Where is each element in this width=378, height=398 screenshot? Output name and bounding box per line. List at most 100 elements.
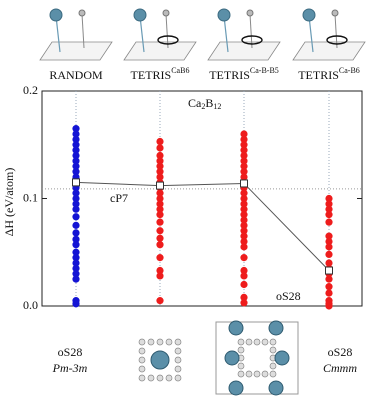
data-point	[156, 168, 164, 176]
annotation-text: B	[205, 96, 213, 110]
data-point	[240, 211, 248, 219]
data-point	[72, 270, 80, 278]
calcium-atom	[274, 350, 290, 366]
data-point	[240, 168, 248, 176]
annotation-text: Ca	[188, 96, 202, 110]
boron-atom	[138, 365, 146, 373]
stick	[139, 15, 145, 53]
data-point	[72, 125, 80, 133]
data-point	[156, 144, 164, 152]
atom	[302, 8, 316, 22]
data-point	[156, 297, 164, 305]
data-point	[240, 130, 248, 138]
calcium-atom	[228, 380, 244, 396]
category-superscript: CaB6	[171, 66, 189, 75]
rotation-ring	[157, 35, 179, 45]
boron-atom	[269, 338, 277, 346]
data-point	[240, 173, 248, 181]
data-point	[72, 241, 80, 249]
data-point	[240, 157, 248, 165]
data-point	[156, 205, 164, 213]
data-point	[240, 272, 248, 280]
data-point	[72, 168, 80, 176]
data-point	[240, 200, 248, 208]
x-tick-label: TETRISCa-B6	[298, 66, 360, 82]
y-tick-label: 0.0	[23, 298, 38, 312]
atom	[246, 9, 254, 17]
plane	[123, 41, 197, 61]
data-point	[325, 194, 333, 203]
data-point	[156, 200, 164, 208]
data-point	[72, 205, 80, 213]
atom	[133, 8, 147, 22]
boron-atom	[147, 338, 155, 346]
boron-atom	[237, 338, 245, 346]
data-point	[325, 243, 333, 251]
calcium-atom	[268, 380, 284, 396]
boron-atom	[245, 338, 253, 346]
boron-atom	[261, 370, 269, 378]
data-point	[240, 227, 248, 235]
data-point	[325, 237, 333, 246]
plot-frame	[41, 90, 363, 307]
data-point	[240, 221, 248, 229]
data-point	[240, 243, 248, 251]
data-point	[156, 266, 164, 275]
calcium-atom	[228, 320, 244, 336]
data-point	[240, 266, 248, 275]
boron-atom	[156, 374, 164, 382]
data-point	[325, 289, 333, 297]
atom	[49, 8, 63, 22]
category-superscript: Ca-B-B5	[250, 66, 279, 75]
data-point	[72, 275, 80, 283]
stick	[308, 15, 314, 53]
data-point	[156, 218, 164, 226]
data-point	[72, 135, 80, 143]
data-point	[156, 151, 164, 160]
boron-atom	[269, 362, 277, 370]
data-point	[156, 173, 164, 181]
boron-atom	[269, 346, 277, 354]
data-point	[240, 280, 248, 289]
atom	[331, 9, 339, 17]
data-point	[240, 205, 248, 213]
data-point	[72, 229, 80, 237]
annotation: oS28	[276, 289, 301, 303]
data-point	[72, 141, 80, 149]
data-point	[72, 259, 80, 267]
stick	[165, 13, 169, 49]
mean-line	[75, 181, 330, 271]
calcium-atom	[224, 350, 240, 366]
annotation: Ca2B12	[188, 96, 221, 111]
data-point	[240, 237, 248, 246]
boron-atom	[174, 365, 182, 373]
boron-atom	[237, 362, 245, 370]
data-point	[156, 189, 164, 197]
data-point	[72, 146, 80, 154]
data-point	[72, 130, 80, 138]
data-point	[156, 227, 164, 235]
boron-atom	[253, 338, 261, 346]
stick	[223, 15, 229, 53]
stick	[249, 13, 253, 49]
data-point	[240, 146, 248, 154]
data-point	[72, 200, 80, 208]
boron-atom	[237, 370, 245, 378]
data-point	[325, 232, 333, 240]
rotation-ring	[326, 35, 348, 45]
data-point	[72, 300, 80, 308]
calcium-atom	[150, 350, 170, 370]
annotation-sub: 2	[201, 102, 205, 111]
data-point	[240, 216, 248, 224]
boron-atom	[138, 356, 146, 364]
boron-atom	[147, 374, 155, 382]
atom	[162, 9, 170, 17]
data-point	[240, 162, 248, 170]
category-name: TETRIS	[131, 68, 172, 82]
plane	[292, 41, 366, 61]
data-point	[156, 157, 164, 165]
stick	[334, 13, 338, 49]
data-point	[240, 232, 248, 240]
data-point	[325, 302, 333, 310]
data-point	[72, 151, 80, 160]
